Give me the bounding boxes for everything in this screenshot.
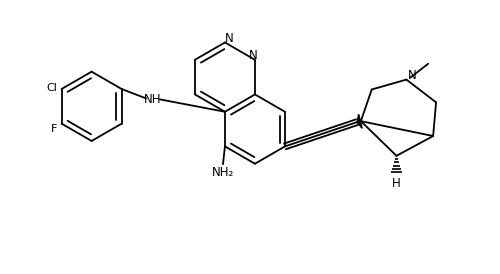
Text: H: H [392, 177, 401, 190]
Text: Cl: Cl [46, 83, 57, 93]
Text: F: F [50, 124, 57, 134]
Text: NH₂: NH₂ [212, 166, 234, 179]
Text: NH: NH [144, 93, 162, 106]
Text: N: N [408, 69, 416, 82]
Text: N: N [224, 32, 234, 45]
Text: N: N [248, 49, 258, 62]
